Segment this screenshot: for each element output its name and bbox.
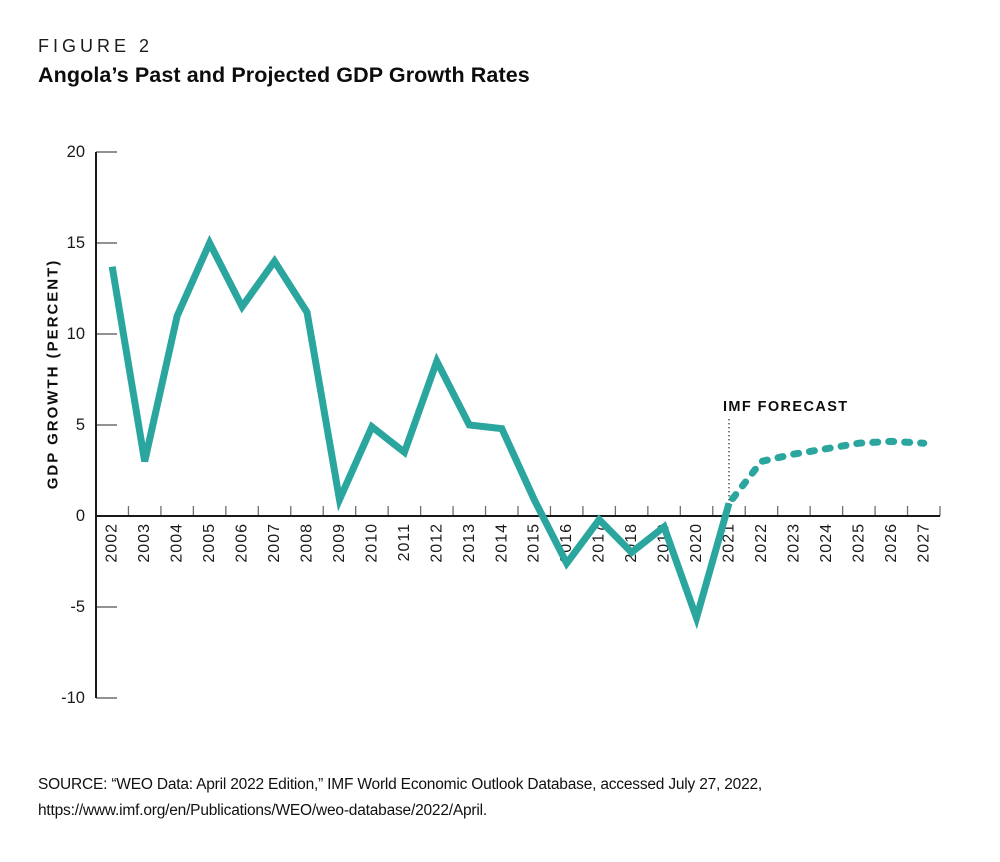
x-tick-label: 2006: [234, 523, 251, 563]
page-title: Angola’s Past and Projected GDP Growth R…: [38, 63, 530, 87]
y-tick-label: -5: [70, 598, 85, 616]
x-tick-label: 2004: [169, 523, 186, 563]
y-tick-label: 10: [67, 325, 85, 343]
x-tick-label: 2026: [883, 523, 900, 563]
x-tick-label: 2021: [721, 523, 738, 563]
y-tick-label: 20: [67, 143, 85, 161]
x-tick-label: 2012: [428, 523, 445, 563]
x-tick-label: 2005: [201, 523, 218, 563]
x-tick-label: 2008: [299, 523, 316, 563]
x-tick-label: 2025: [850, 523, 867, 563]
imf-forecast-annotation: IMF FORECAST: [723, 399, 849, 415]
x-tick-label: 2024: [818, 523, 835, 563]
x-tick-label: 2022: [753, 523, 770, 563]
x-tick-label: 2020: [688, 523, 705, 563]
x-tick-label: 2017: [591, 523, 608, 563]
x-tick-label: 2011: [396, 523, 413, 561]
x-tick-label: 2010: [363, 523, 380, 563]
y-axis-title: GDP GROWTH (PERCENT): [45, 259, 62, 490]
x-tick-label: 2023: [785, 523, 802, 563]
x-tick-label: 2003: [136, 523, 153, 563]
x-tick-label: 2027: [915, 523, 932, 563]
source-line-1: SOURCE: “WEO Data: April 2022 Edition,” …: [38, 776, 763, 793]
source-note: SOURCE: “WEO Data: April 2022 Edition,” …: [38, 772, 958, 824]
source-line-2: https://www.imf.org/en/Publications/WEO/…: [38, 802, 487, 819]
actual-line: [108, 234, 733, 630]
x-tick-label: 2013: [461, 523, 478, 563]
y-tick-label: 0: [76, 507, 85, 525]
x-tick-label: 2007: [266, 523, 283, 563]
y-tick-label: 5: [76, 416, 85, 434]
x-tick-label: 2002: [104, 523, 121, 563]
y-tick-label: 15: [67, 234, 85, 252]
figure-label: FIGURE 2: [38, 36, 154, 56]
x-tick-label: 2015: [526, 523, 543, 563]
forecast-line: [725, 437, 928, 507]
y-tick-label: -10: [61, 689, 85, 707]
x-tick-label: 2009: [331, 523, 348, 563]
x-tick-label: 2014: [493, 523, 510, 563]
